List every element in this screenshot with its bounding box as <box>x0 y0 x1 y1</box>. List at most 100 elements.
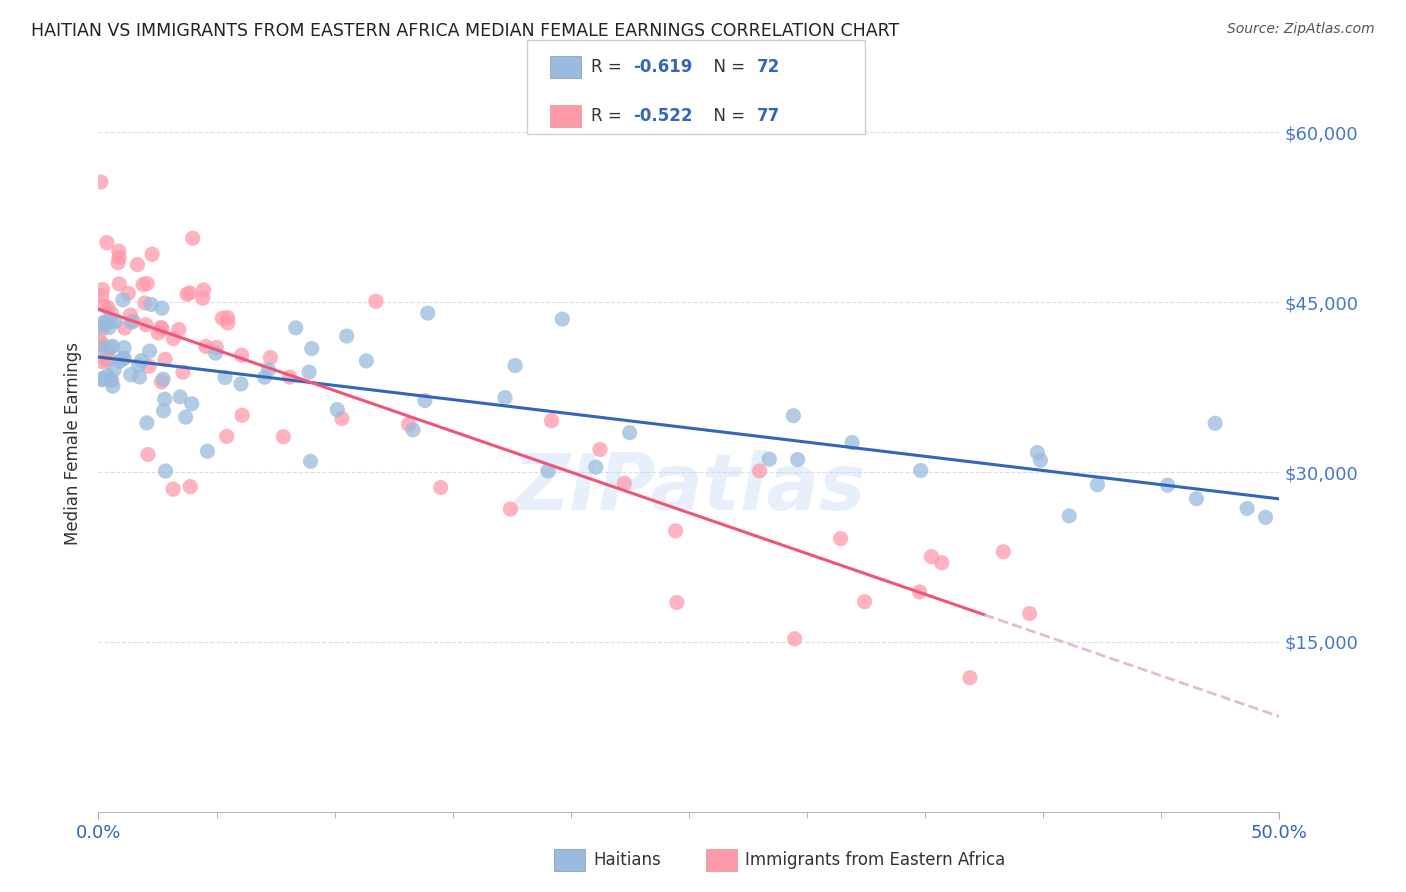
Point <box>97 301 120 315</box>
Point <box>135 416 157 430</box>
Point <box>112 341 135 355</box>
Point <box>134 296 156 310</box>
Point <box>284 321 307 335</box>
Point <box>619 425 641 440</box>
Point <box>782 409 804 423</box>
Point <box>101 339 124 353</box>
Point <box>127 258 149 272</box>
Y-axis label: Median Female Earnings: Median Female Earnings <box>65 343 83 545</box>
Point <box>179 285 201 300</box>
Point <box>841 435 863 450</box>
Point <box>416 306 439 320</box>
Point <box>91 338 114 352</box>
Point <box>503 359 526 373</box>
Point <box>139 297 162 311</box>
Point <box>758 452 780 467</box>
Text: Haitians: Haitians <box>593 851 661 869</box>
Point <box>114 321 136 335</box>
Point <box>551 312 574 326</box>
Point <box>413 393 436 408</box>
Point <box>1204 417 1226 431</box>
Point <box>108 244 131 259</box>
Point <box>135 318 157 332</box>
Point <box>1156 478 1178 492</box>
Point <box>132 277 155 292</box>
Point <box>231 409 253 423</box>
Point <box>786 452 808 467</box>
Point <box>499 502 522 516</box>
Point <box>149 320 172 334</box>
Point <box>181 231 204 245</box>
Point <box>197 444 219 458</box>
Point <box>920 549 942 564</box>
Point <box>217 316 239 330</box>
Point <box>152 404 174 418</box>
Text: Immigrants from Eastern Africa: Immigrants from Eastern Africa <box>745 851 1005 869</box>
Point <box>90 320 112 334</box>
Point <box>138 344 160 359</box>
Point <box>104 314 127 328</box>
Point <box>356 354 378 368</box>
Point <box>112 351 135 366</box>
Text: 72: 72 <box>756 58 780 76</box>
Point <box>136 277 159 291</box>
Point <box>278 370 301 384</box>
Point <box>91 316 114 330</box>
Point <box>215 429 238 443</box>
Point <box>253 370 276 384</box>
Point <box>148 326 170 340</box>
Point <box>931 556 953 570</box>
Point <box>153 352 176 367</box>
Point <box>259 351 281 365</box>
Text: -0.522: -0.522 <box>633 107 692 125</box>
Text: Source: ZipAtlas.com: Source: ZipAtlas.com <box>1227 22 1375 37</box>
Point <box>665 595 688 609</box>
Point <box>176 287 198 301</box>
Point <box>398 417 420 432</box>
Point <box>100 373 122 387</box>
Point <box>1026 445 1049 459</box>
Point <box>131 353 153 368</box>
Point <box>204 346 226 360</box>
Point <box>214 370 236 384</box>
Point <box>117 286 139 301</box>
Point <box>959 671 981 685</box>
Point <box>90 175 112 189</box>
Point <box>1087 477 1109 491</box>
Point <box>1057 508 1080 523</box>
Point <box>664 524 686 538</box>
Point <box>830 532 852 546</box>
Point <box>100 306 122 320</box>
Point <box>229 376 252 391</box>
Point <box>326 402 349 417</box>
Text: HAITIAN VS IMMIGRANTS FROM EASTERN AFRICA MEDIAN FEMALE EARNINGS CORRELATION CHA: HAITIAN VS IMMIGRANTS FROM EASTERN AFRIC… <box>31 22 900 40</box>
Point <box>150 375 173 389</box>
Point <box>108 354 131 368</box>
Point <box>748 464 770 478</box>
Point <box>162 332 184 346</box>
Text: -0.619: -0.619 <box>633 58 692 76</box>
Point <box>120 368 142 382</box>
Point <box>108 277 131 291</box>
Point <box>1029 453 1052 467</box>
Point <box>90 340 112 354</box>
Text: R =: R = <box>591 58 627 76</box>
Point <box>111 351 134 366</box>
Point <box>90 335 112 350</box>
Point <box>271 430 294 444</box>
Point <box>97 368 120 383</box>
Point <box>585 460 607 475</box>
Point <box>138 359 160 374</box>
Point <box>180 397 202 411</box>
Point <box>364 294 387 309</box>
Text: N =: N = <box>703 58 751 76</box>
Point <box>162 482 184 496</box>
Point <box>155 464 177 478</box>
Point <box>128 370 150 384</box>
Point <box>174 410 197 425</box>
Point <box>301 342 323 356</box>
Point <box>783 632 806 646</box>
Point <box>107 255 129 269</box>
Point <box>96 235 118 250</box>
Point <box>91 371 114 385</box>
